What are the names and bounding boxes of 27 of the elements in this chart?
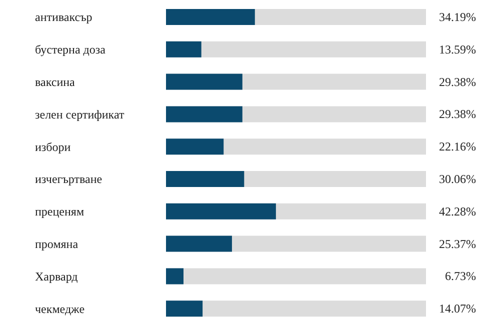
bar bbox=[166, 236, 232, 252]
y-tick-label: ваксина bbox=[35, 75, 76, 89]
data-label: 14.07% bbox=[439, 302, 476, 316]
bar bbox=[166, 41, 202, 58]
data-label: 25.37% bbox=[439, 236, 476, 251]
y-tick-label: избори bbox=[35, 140, 72, 154]
y-tick-label: чекмедже bbox=[35, 302, 85, 316]
data-label: 34.19% bbox=[439, 10, 476, 24]
y-tick-label: промяна bbox=[35, 237, 79, 251]
data-label: 6.73% bbox=[445, 269, 476, 284]
y-tick-label: бустерна доза bbox=[35, 42, 106, 57]
data-label: 42.28% bbox=[439, 204, 476, 218]
data-label: 22.16% bbox=[439, 140, 476, 154]
bar bbox=[166, 300, 203, 317]
y-tick-label: изчегъртване bbox=[35, 172, 102, 186]
data-label: 30.06% bbox=[439, 172, 476, 186]
y-tick-label: антиваксър bbox=[35, 10, 92, 24]
bar bbox=[166, 138, 224, 155]
data-label: 29.38% bbox=[439, 74, 476, 89]
bar bbox=[166, 106, 242, 122]
bar bbox=[166, 268, 184, 284]
y-tick-label: зелен сертификат bbox=[35, 107, 125, 122]
data-label: 13.59% bbox=[439, 42, 476, 56]
y-tick-label: преценям bbox=[35, 204, 84, 219]
y-tick-label: Харвард bbox=[35, 269, 78, 284]
bar bbox=[166, 74, 242, 90]
data-label: 29.38% bbox=[439, 107, 476, 122]
